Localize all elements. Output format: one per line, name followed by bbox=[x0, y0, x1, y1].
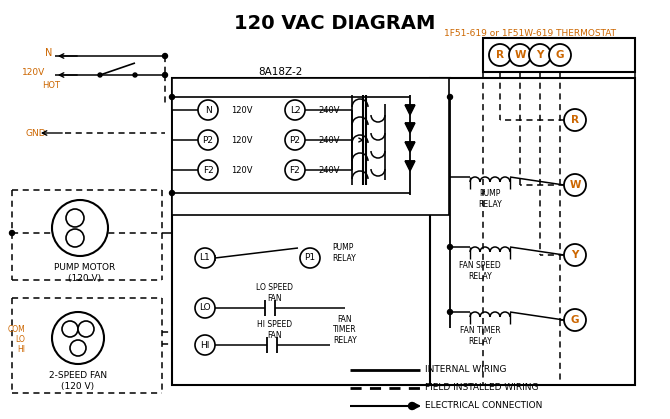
Text: P2: P2 bbox=[202, 135, 214, 145]
Text: FAN SPEED
RELAY: FAN SPEED RELAY bbox=[459, 261, 501, 281]
Text: (120 V): (120 V) bbox=[68, 274, 102, 284]
Text: 120V: 120V bbox=[231, 106, 253, 114]
Circle shape bbox=[549, 44, 571, 66]
Text: N: N bbox=[45, 48, 52, 58]
Text: LO SPEED
FAN: LO SPEED FAN bbox=[257, 283, 293, 303]
Text: ELECTRICAL CONNECTION: ELECTRICAL CONNECTION bbox=[425, 401, 543, 411]
Text: L2: L2 bbox=[289, 106, 300, 114]
Circle shape bbox=[509, 44, 531, 66]
Polygon shape bbox=[405, 123, 415, 133]
Text: 2-SPEED FAN: 2-SPEED FAN bbox=[49, 372, 107, 380]
Text: P2: P2 bbox=[289, 135, 301, 145]
Circle shape bbox=[448, 310, 452, 315]
Circle shape bbox=[195, 335, 215, 355]
Circle shape bbox=[52, 312, 104, 364]
Text: 240V: 240V bbox=[318, 135, 340, 145]
Text: 240V: 240V bbox=[318, 166, 340, 174]
Text: INTERNAL WIRING: INTERNAL WIRING bbox=[425, 365, 507, 375]
Circle shape bbox=[198, 160, 218, 180]
Text: G: G bbox=[555, 50, 564, 60]
Bar bbox=[483, 38, 635, 72]
Polygon shape bbox=[405, 142, 415, 152]
Circle shape bbox=[66, 209, 84, 227]
Text: PUMP
RELAY: PUMP RELAY bbox=[332, 243, 356, 263]
Circle shape bbox=[564, 174, 586, 196]
Circle shape bbox=[448, 245, 452, 249]
Circle shape bbox=[198, 130, 218, 150]
Circle shape bbox=[564, 244, 586, 266]
Text: 120 VAC DIAGRAM: 120 VAC DIAGRAM bbox=[234, 14, 436, 33]
Circle shape bbox=[529, 44, 551, 66]
Text: FIELD INSTALLED WIRING: FIELD INSTALLED WIRING bbox=[425, 383, 539, 393]
Bar bbox=[172, 78, 450, 385]
Circle shape bbox=[170, 95, 174, 99]
Text: W: W bbox=[570, 180, 581, 190]
Circle shape bbox=[448, 95, 452, 99]
Text: LO: LO bbox=[199, 303, 211, 313]
Text: HI SPEED
FAN: HI SPEED FAN bbox=[257, 320, 293, 340]
Text: COM: COM bbox=[7, 326, 25, 334]
Circle shape bbox=[9, 230, 15, 235]
Circle shape bbox=[285, 130, 305, 150]
Text: 120V: 120V bbox=[231, 135, 253, 145]
Circle shape bbox=[66, 229, 84, 247]
Circle shape bbox=[170, 191, 174, 196]
Circle shape bbox=[78, 321, 94, 337]
Circle shape bbox=[285, 160, 305, 180]
Text: HI: HI bbox=[200, 341, 210, 349]
Circle shape bbox=[163, 54, 168, 59]
Text: N: N bbox=[204, 106, 211, 114]
Text: W: W bbox=[515, 50, 526, 60]
Text: HI: HI bbox=[17, 346, 25, 354]
Circle shape bbox=[70, 340, 86, 356]
Circle shape bbox=[62, 321, 78, 337]
Circle shape bbox=[52, 200, 108, 256]
Text: Y: Y bbox=[572, 250, 579, 260]
Text: F2: F2 bbox=[289, 166, 300, 174]
Text: (120 V): (120 V) bbox=[62, 383, 94, 391]
Circle shape bbox=[195, 298, 215, 318]
Text: 8A18Z-2: 8A18Z-2 bbox=[258, 67, 302, 77]
Circle shape bbox=[409, 403, 415, 409]
Bar bbox=[430, 78, 635, 385]
Text: G: G bbox=[571, 315, 580, 325]
Text: FAN TIMER
RELAY: FAN TIMER RELAY bbox=[460, 326, 500, 346]
Circle shape bbox=[489, 44, 511, 66]
Circle shape bbox=[285, 100, 305, 120]
Polygon shape bbox=[405, 105, 415, 115]
Circle shape bbox=[198, 100, 218, 120]
Text: R: R bbox=[496, 50, 504, 60]
Text: 1F51-619 or 1F51W-619 THERMOSTAT: 1F51-619 or 1F51W-619 THERMOSTAT bbox=[444, 28, 616, 37]
Circle shape bbox=[564, 309, 586, 331]
Text: P1: P1 bbox=[304, 253, 316, 262]
Circle shape bbox=[163, 72, 168, 78]
Text: 120V: 120V bbox=[22, 67, 46, 77]
Text: F2: F2 bbox=[202, 166, 213, 174]
Text: HOT: HOT bbox=[42, 80, 60, 90]
Circle shape bbox=[133, 73, 137, 77]
Text: R: R bbox=[571, 115, 579, 125]
Circle shape bbox=[300, 248, 320, 268]
Text: Y: Y bbox=[536, 50, 543, 60]
Bar bbox=[172, 78, 449, 215]
Text: PUMP MOTOR: PUMP MOTOR bbox=[54, 264, 116, 272]
Polygon shape bbox=[405, 161, 415, 171]
Text: PUMP
RELAY: PUMP RELAY bbox=[478, 189, 502, 209]
Text: GND: GND bbox=[25, 129, 46, 137]
Text: 120V: 120V bbox=[231, 166, 253, 174]
Circle shape bbox=[564, 109, 586, 131]
Text: LO: LO bbox=[15, 336, 25, 344]
Circle shape bbox=[195, 248, 215, 268]
Text: 240V: 240V bbox=[318, 106, 340, 114]
Text: FAN
TIMER
RELAY: FAN TIMER RELAY bbox=[333, 315, 357, 345]
Text: L1: L1 bbox=[200, 253, 210, 262]
Circle shape bbox=[98, 73, 102, 77]
